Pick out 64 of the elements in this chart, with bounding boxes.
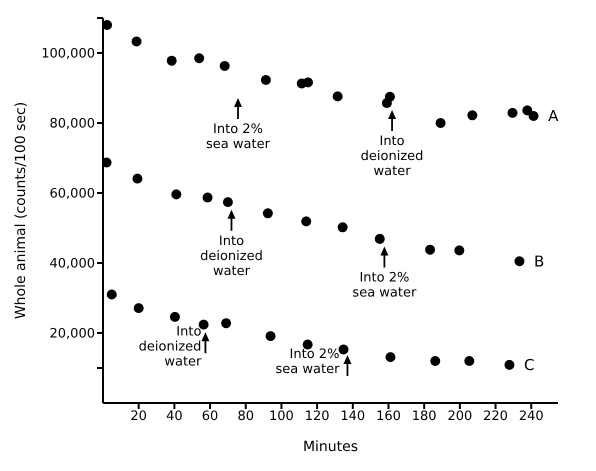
point (514, 256, 524, 266)
point (220, 60, 230, 71)
series-label: B (534, 252, 544, 270)
point (384, 92, 395, 102)
point (504, 360, 514, 370)
point (194, 53, 204, 64)
point (332, 91, 343, 102)
point (266, 331, 276, 342)
point (522, 105, 532, 116)
x-tick-label: 60 (202, 409, 218, 424)
point (166, 56, 177, 66)
y-tick-label: 60,000 (50, 186, 95, 202)
y-tick-label: 80,000 (50, 116, 95, 132)
annotation: Into 2% sea water (206, 122, 271, 152)
x-tick-label: 80 (237, 409, 254, 424)
x-tick-label: 100 (269, 409, 294, 424)
x-tick-label: 160 (376, 409, 401, 424)
annotation: Into deionized water (200, 234, 263, 279)
point (508, 108, 518, 118)
x-tick-label: 140 (340, 409, 366, 424)
point (338, 222, 348, 232)
point (103, 20, 112, 30)
point (132, 36, 142, 46)
point (303, 77, 314, 88)
y-tick-label: 40,000 (50, 256, 95, 272)
series-label: C (524, 356, 534, 374)
y-tick-label: 20,000 (50, 326, 95, 342)
point (221, 318, 232, 328)
point (134, 303, 144, 314)
y-axis-title: Whole animal (counts/100 sec) (12, 102, 29, 320)
x-tick-label: 120 (304, 409, 330, 424)
x-tick-label: 240 (518, 409, 544, 424)
point (171, 189, 182, 200)
point (436, 118, 446, 128)
x-tick-label: 220 (483, 409, 508, 424)
point (222, 197, 233, 208)
point (301, 216, 312, 226)
point (202, 192, 213, 203)
annotation: Into deionized water (360, 134, 424, 179)
point (528, 111, 539, 121)
x-tick-label: 200 (447, 409, 472, 424)
x-tick-label: 40 (166, 409, 183, 424)
point (374, 234, 385, 244)
annotation: Into 2% sea water (352, 270, 417, 300)
point (338, 344, 349, 354)
point (106, 290, 117, 300)
annotation: Into deionized water (138, 324, 202, 370)
point (464, 356, 474, 366)
point (260, 74, 271, 85)
point (425, 244, 436, 255)
point (385, 352, 396, 362)
x-tick-label: 20 (130, 409, 147, 424)
point (467, 110, 478, 120)
annotation: Into 2% sea water (276, 347, 340, 377)
point (170, 312, 180, 322)
x-tick-label: 180 (412, 409, 437, 424)
y-tick-label: 100,000 (41, 46, 95, 62)
point (103, 158, 112, 168)
x-axis-title: Minutes (302, 439, 358, 455)
point (454, 245, 464, 256)
series-label: A (548, 107, 560, 125)
point (132, 174, 142, 184)
point (430, 356, 440, 366)
point (262, 208, 273, 218)
